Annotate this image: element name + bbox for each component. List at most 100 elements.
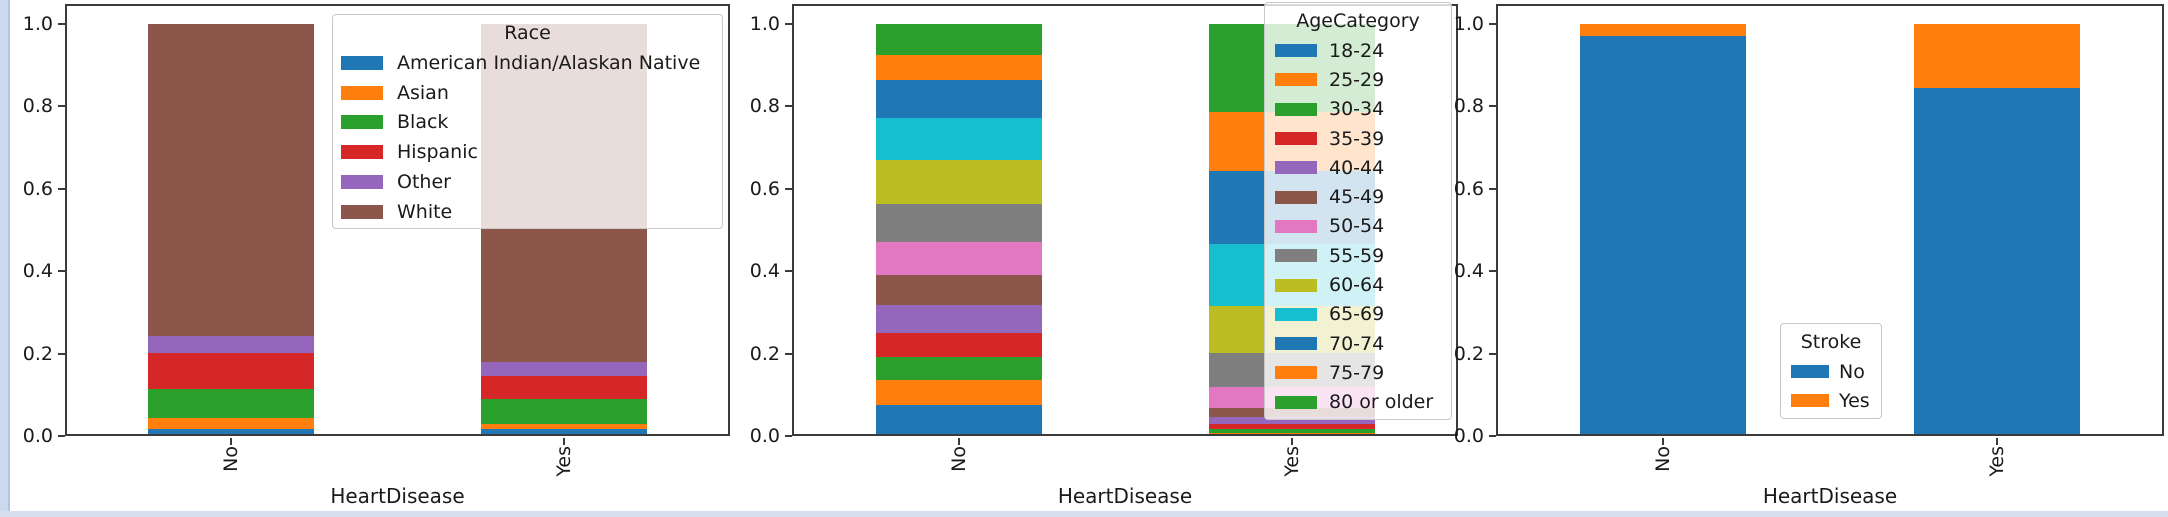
y-tick-mark <box>785 270 792 273</box>
y-tick-mark <box>1489 352 1496 355</box>
legend-entry: 70-74 <box>1265 329 1451 358</box>
bar-segment-yes-yes <box>1914 24 2080 88</box>
legend-label: 25-29 <box>1329 68 1385 91</box>
legend-entry: 18-24 <box>1265 36 1451 65</box>
legend-swatch <box>1275 161 1317 175</box>
bar-segment-no-70-74 <box>875 80 1042 118</box>
legend-entry: 65-69 <box>1265 300 1451 329</box>
plot-frame <box>65 4 730 436</box>
y-tick-mark <box>1489 270 1496 273</box>
legend-label: Black <box>397 111 449 134</box>
y-tick-label: 0.4 <box>749 260 780 283</box>
legend-label: 40-44 <box>1329 156 1385 179</box>
bar-segment-no-60-64 <box>875 160 1042 205</box>
legend-entry: 45-49 <box>1265 182 1451 211</box>
legend-entry: American Indian/Alaskan Native <box>333 48 722 78</box>
legend-swatch <box>1275 395 1317 409</box>
bar-segment-yes-30-34 <box>1208 429 1375 433</box>
bar-segment-no-30-34 <box>875 356 1042 380</box>
y-tick-mark <box>785 23 792 25</box>
legend-entry: 25-29 <box>1265 65 1451 94</box>
legend-entry: Other <box>333 167 722 197</box>
legend-swatch <box>1275 132 1317 146</box>
legend-swatch <box>1275 278 1317 292</box>
legend-label: No <box>1839 360 1865 383</box>
legend-label: 60-64 <box>1329 274 1385 297</box>
legend-title: Stroke <box>1800 331 1862 353</box>
legend-swatch <box>341 204 383 219</box>
y-tick-mark <box>58 105 65 108</box>
legend-label: Yes <box>1839 389 1870 412</box>
x-tick-mark <box>562 438 565 445</box>
bar-segment-yes-35-39 <box>1208 424 1375 430</box>
legend-swatch <box>341 85 383 100</box>
y-tick-mark <box>1489 105 1496 108</box>
x-tick-mark <box>1996 438 1998 445</box>
bar-segment-no-no <box>1580 35 1746 436</box>
legend-swatch <box>1791 365 1829 378</box>
legend-swatch <box>1275 307 1317 321</box>
legend-title: AgeCategory <box>1296 10 1420 32</box>
legend-label: Other <box>397 171 451 194</box>
y-tick-mark <box>785 105 792 108</box>
x-axis-label: HeartDisease <box>1762 484 1898 508</box>
legend-entry: White <box>333 197 722 227</box>
legend-entry: Asian <box>333 78 722 108</box>
legend-race: Race American Indian/Alaskan Native Asian B… <box>332 14 723 229</box>
y-tick-mark <box>785 352 792 355</box>
legend-label: 65-69 <box>1329 303 1385 326</box>
legend-swatch <box>1275 190 1317 204</box>
legend-swatch <box>341 115 383 130</box>
x-tick-mark <box>1662 438 1664 445</box>
legend-entry: 50-54 <box>1265 212 1451 241</box>
legend-label: 80 or older <box>1329 391 1434 414</box>
bar-segment-no-other <box>148 336 315 354</box>
y-tick-mark <box>58 270 65 273</box>
bar-segment-no-50-54 <box>875 242 1042 276</box>
bar-segment-no-55-59 <box>875 204 1042 243</box>
bar-segment-no-18-24 <box>875 405 1042 436</box>
legend-entry: No <box>1781 357 1881 386</box>
legend-swatch <box>341 175 383 190</box>
legend-agecategory: AgeCategory 18-24 25-29 30-34 35-39 40-44 45-4… <box>1264 2 1452 420</box>
legend-swatch <box>1275 249 1317 263</box>
legend-swatch <box>341 55 383 70</box>
bar-segment-yes-american-indian-alaskan-native <box>480 428 647 436</box>
bar-segment-no-hispanic <box>148 353 315 390</box>
legend-entry: 80 or older <box>1265 388 1451 417</box>
legend-entry: 30-34 <box>1265 95 1451 124</box>
bar-segment-yes-asian <box>480 424 647 429</box>
x-tick-mark <box>957 438 960 445</box>
legend-label: White <box>397 200 453 223</box>
bar-segment-yes-black <box>480 398 647 425</box>
legend-label: 30-34 <box>1329 98 1385 121</box>
legend-swatch <box>1275 102 1317 116</box>
bar-segment-no-40-44 <box>875 304 1042 333</box>
y-tick-label: 0.6 <box>1453 177 1484 200</box>
legend-entry: Yes <box>1781 386 1881 415</box>
legend-entry: Black <box>333 108 722 138</box>
legend-label: 50-54 <box>1329 215 1385 238</box>
cell-left-border <box>0 0 8 517</box>
legend-label: 35-39 <box>1329 127 1385 150</box>
bar-segment-no-asian <box>148 417 315 429</box>
legend-label: 45-49 <box>1329 186 1385 209</box>
y-tick-label: 0.6 <box>22 177 53 200</box>
y-tick-mark <box>785 187 792 190</box>
plot-frame <box>792 4 1458 436</box>
bar-segment-no-65-69 <box>875 117 1042 161</box>
y-tick-label: 0.6 <box>749 177 780 200</box>
bar-segment-yes-other <box>480 362 647 377</box>
bar-segment-no-black <box>148 389 315 418</box>
cell-bottom-border <box>0 511 2168 517</box>
y-tick-mark <box>785 435 792 437</box>
legend-swatch <box>1275 44 1317 58</box>
legend-swatch <box>1275 366 1317 380</box>
y-tick-label: 0.0 <box>749 425 780 447</box>
x-tick-label-no: No <box>1652 446 1674 472</box>
cell-left-border-line <box>8 0 10 517</box>
y-tick-mark <box>58 23 65 25</box>
bar-segment-no-45-49 <box>875 275 1042 305</box>
